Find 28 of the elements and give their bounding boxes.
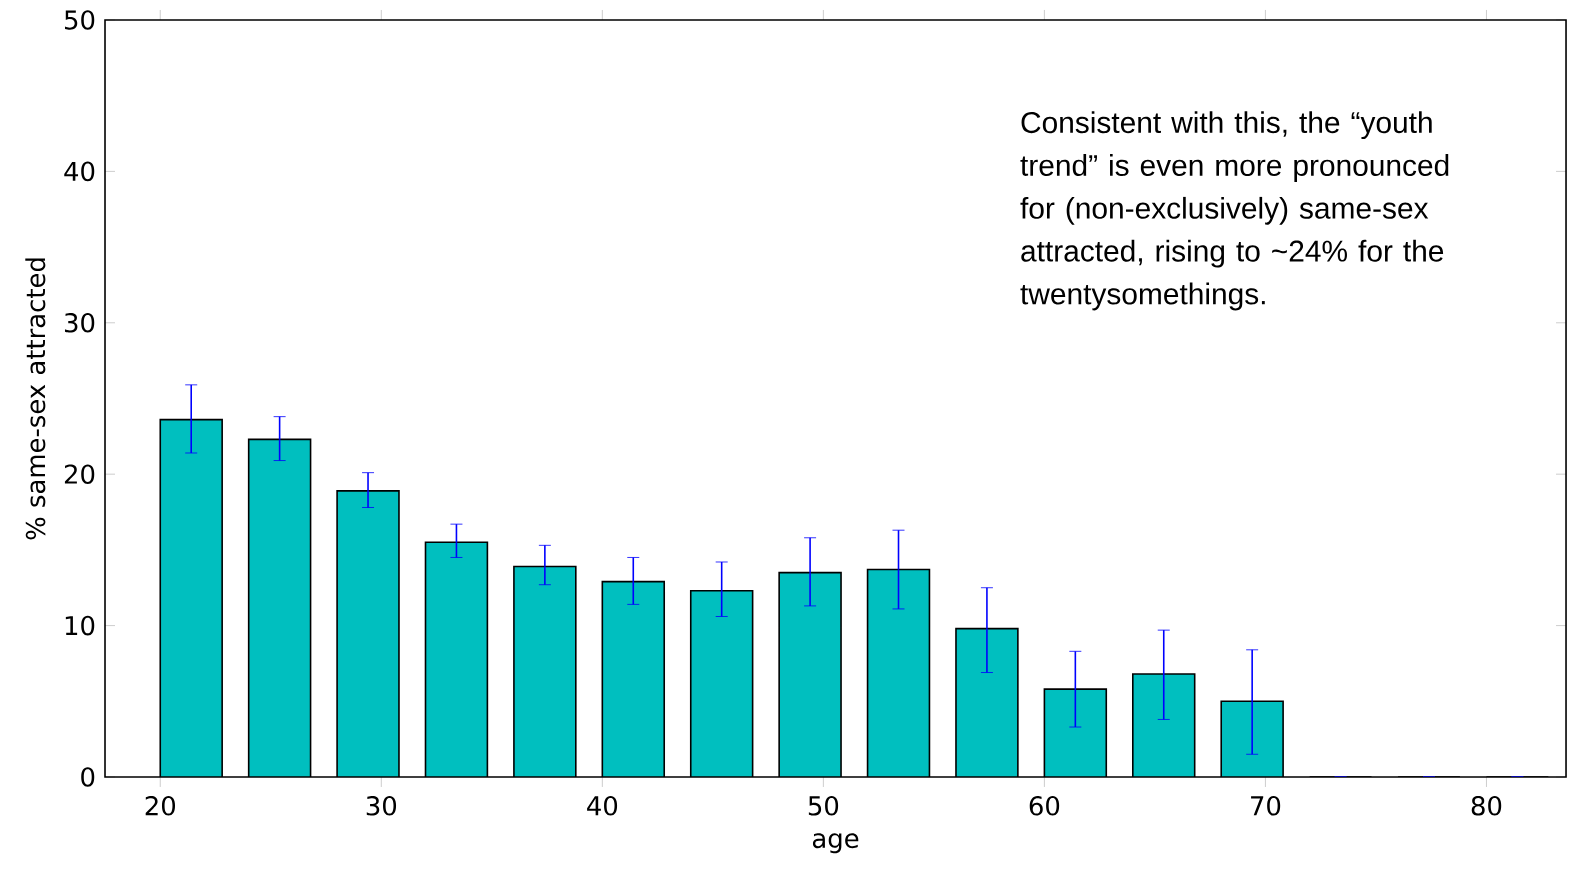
x-tick-label: 40 bbox=[587, 796, 618, 816]
annotation: Consistent with this, the “youth trend” is even more pronounced for (non-exclusively) same-sex attracted, rising to ~24% for the twentysomethings. bbox=[1020, 111, 1449, 311]
x-tick-label: 50 bbox=[808, 796, 839, 816]
x-tick-label: 60 bbox=[1029, 796, 1060, 816]
bar bbox=[779, 572, 842, 777]
bar bbox=[513, 566, 576, 777]
y-tick-label: 30 bbox=[64, 312, 95, 333]
y-tick-label: 40 bbox=[64, 161, 95, 182]
bar bbox=[690, 590, 753, 777]
bar bbox=[160, 419, 223, 777]
bar bbox=[1044, 689, 1107, 777]
x-axis-title: age bbox=[812, 833, 859, 854]
bar bbox=[248, 439, 311, 777]
x-tick-label: 70 bbox=[1251, 796, 1281, 816]
bar bbox=[602, 581, 665, 777]
y-axis-title: % same-sex attracted bbox=[25, 258, 46, 540]
x-tick-label: 30 bbox=[366, 796, 397, 816]
bar bbox=[955, 628, 1018, 777]
bar bbox=[425, 542, 488, 777]
y-tick-label: 20 bbox=[64, 464, 95, 484]
y-tick-label: 10 bbox=[65, 615, 95, 636]
bar bbox=[867, 569, 930, 777]
bar bbox=[1132, 674, 1195, 777]
bar bbox=[337, 490, 399, 777]
x-tick-label: 80 bbox=[1471, 796, 1502, 816]
x-tick-label: 20 bbox=[145, 796, 176, 816]
y-tick-label: 50 bbox=[65, 10, 95, 30]
y-tick-label: 0 bbox=[81, 767, 95, 787]
